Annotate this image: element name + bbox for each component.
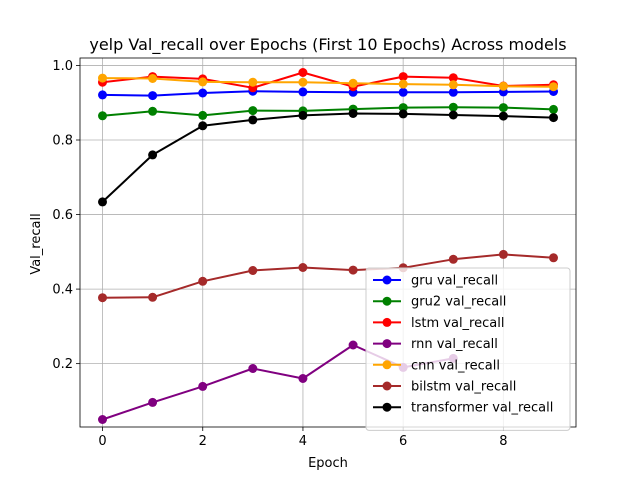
y-tick-label: 0.2: [52, 357, 73, 372]
legend-label: transformer val_recall: [411, 401, 553, 416]
data-point: [298, 68, 308, 77]
legend-swatch-marker: [382, 402, 392, 412]
legend-box: [365, 267, 571, 431]
data-point: [348, 109, 358, 118]
data-point: [398, 87, 408, 97]
legend-label: cnn val_recall: [411, 358, 500, 373]
data-point: [198, 276, 208, 286]
data-point: [98, 73, 107, 83]
series-layer: [98, 68, 558, 424]
data-point: [448, 102, 458, 112]
data-point: [498, 111, 508, 121]
data-point: [298, 374, 308, 383]
data-point: [248, 266, 258, 275]
x-tick-label: 4: [299, 434, 307, 449]
data-point: [298, 110, 308, 120]
data-point: [148, 150, 158, 160]
y-tick-label: 0.8: [52, 134, 73, 149]
y-axis-label: Val_recall: [29, 213, 44, 274]
data-point: [98, 293, 107, 303]
legend-label: lstm val_recall: [411, 316, 504, 331]
data-point: [348, 78, 358, 88]
legend-label: bilstm val_recall: [411, 380, 516, 395]
data-point: [198, 381, 208, 391]
data-point: [448, 73, 458, 83]
data-point: [398, 103, 408, 113]
data-point: [98, 111, 107, 121]
data-point: [148, 91, 158, 101]
series-line: [102, 106, 554, 117]
data-point: [248, 77, 258, 87]
data-point: [248, 364, 258, 373]
legend-swatch-marker: [382, 275, 392, 285]
series-4: [98, 73, 558, 92]
data-point: [98, 197, 107, 207]
data-point: [498, 81, 508, 91]
series-line: [102, 77, 554, 88]
data-point: [248, 106, 258, 116]
data-point: [248, 115, 258, 125]
legend-swatch-marker: [382, 296, 392, 306]
y-tick-label: 0.6: [52, 208, 73, 223]
x-tick-label: 0: [98, 434, 106, 449]
data-point: [148, 292, 158, 302]
legend-label: gru val_recall: [411, 274, 498, 289]
series-line: [101, 112, 554, 203]
data-point: [549, 113, 558, 123]
data-point: [148, 397, 158, 407]
data-point: [448, 80, 458, 90]
data-point: [298, 77, 308, 87]
series-line: [102, 90, 554, 97]
legend-swatch-marker: [382, 317, 392, 327]
data-point: [398, 79, 408, 89]
series-line: [102, 71, 554, 89]
data-point: [549, 253, 558, 263]
series-5: [98, 249, 558, 303]
data-point: [198, 88, 208, 98]
data-point: [298, 263, 308, 272]
data-point: [98, 415, 107, 424]
plot-frame: [79, 57, 577, 428]
data-point: [448, 110, 458, 120]
data-point: [198, 77, 208, 87]
x-tick-label: 6: [399, 434, 407, 449]
data-point: [398, 109, 408, 119]
data-point: [448, 87, 458, 97]
data-point: [198, 110, 208, 120]
legend-label: rnn val_recall: [411, 337, 498, 352]
legend-swatch-marker: [382, 339, 392, 349]
legend-swatch-marker: [382, 360, 392, 370]
data-point: [549, 104, 558, 114]
data-point: [348, 265, 358, 275]
series-6: [98, 109, 558, 207]
series-1: [98, 102, 558, 121]
series-line: [102, 253, 554, 299]
data-point: [448, 254, 458, 264]
legend-label: gru2 val_recall: [411, 295, 506, 310]
data-point: [348, 340, 358, 350]
data-point: [98, 90, 107, 100]
x-tick-label: 2: [199, 434, 207, 449]
data-point: [148, 74, 158, 83]
data-point: [498, 103, 508, 113]
x-tick-label: 8: [499, 434, 507, 449]
y-tick-label: 0.4: [52, 283, 73, 298]
y-tick-label: 1.0: [52, 59, 73, 74]
data-point: [549, 82, 558, 92]
data-point: [198, 121, 208, 131]
data-point: [498, 249, 508, 259]
data-point: [298, 87, 308, 97]
ticks: 0 2 4 6 8 0.2 0.4 0.6 0.8 1.0: [52, 59, 507, 449]
legend-swatch-marker: [382, 381, 392, 391]
data-point: [148, 106, 158, 116]
chart-title: yelp Val_recall over Epochs (First 10 Ep…: [89, 35, 566, 55]
data-point: [398, 72, 408, 82]
x-axis-label: Epoch: [308, 456, 348, 471]
